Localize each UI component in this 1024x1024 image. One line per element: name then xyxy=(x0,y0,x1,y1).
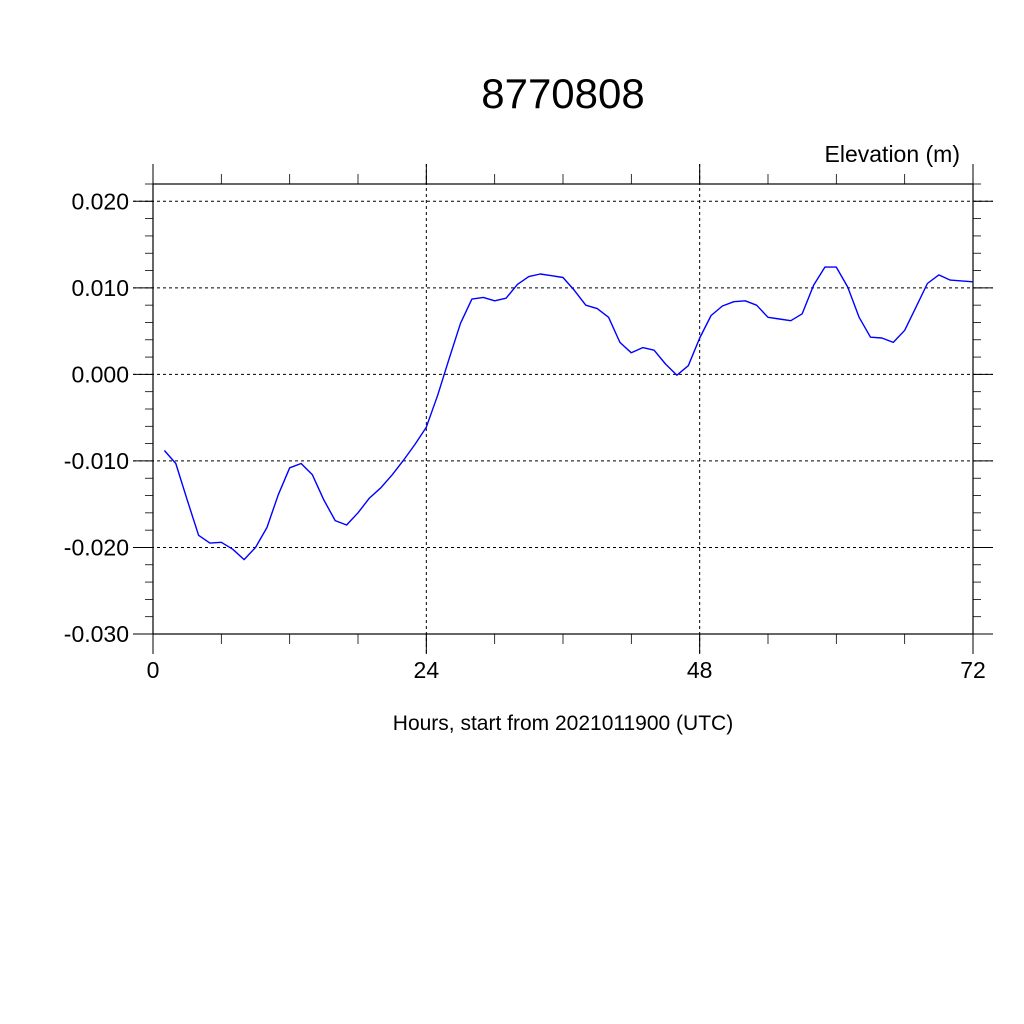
y-tick-label: 0.020 xyxy=(71,188,129,214)
y-tick-label: -0.010 xyxy=(64,448,129,474)
x-axis-label: Hours, start from 2021011900 (UTC) xyxy=(393,712,733,735)
y-tick-labels: 0.020 0.010 0.000 -0.010 -0.020 -0.030 xyxy=(64,188,129,647)
x-tick-label: 72 xyxy=(960,657,986,683)
grid-lines xyxy=(133,164,993,654)
chart-title: 8770808 xyxy=(481,70,645,117)
elevation-series-line xyxy=(163,266,974,561)
x-tick-labels: 0 24 48 72 xyxy=(147,657,986,683)
y-tick-label: -0.030 xyxy=(64,621,129,647)
y-tick-label: -0.020 xyxy=(64,534,129,560)
x-tick-label: 24 xyxy=(414,657,440,683)
y-tick-label: 0.010 xyxy=(71,275,129,301)
y-tick-label: 0.000 xyxy=(71,361,129,387)
plot-frame xyxy=(152,183,974,635)
x-tick-label: 48 xyxy=(687,657,713,683)
y-axis-units-label: Elevation (m) xyxy=(825,141,960,167)
axis-ticks xyxy=(133,164,993,654)
x-tick-label: 0 xyxy=(147,657,160,683)
data-series xyxy=(163,266,974,561)
